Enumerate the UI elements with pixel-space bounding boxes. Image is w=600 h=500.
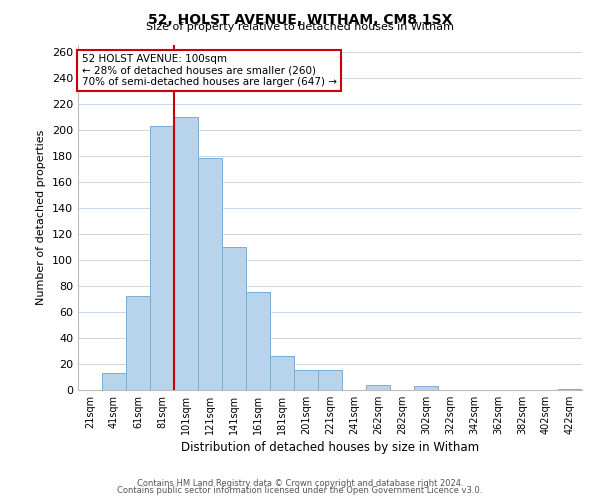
- Bar: [270, 356, 294, 390]
- Bar: [366, 385, 390, 390]
- Text: 52 HOLST AVENUE: 100sqm
← 28% of detached houses are smaller (260)
70% of semi-d: 52 HOLST AVENUE: 100sqm ← 28% of detache…: [82, 54, 337, 88]
- Y-axis label: Number of detached properties: Number of detached properties: [37, 130, 46, 305]
- Bar: [294, 370, 318, 390]
- Bar: [126, 296, 150, 390]
- Text: Size of property relative to detached houses in Witham: Size of property relative to detached ho…: [146, 22, 454, 32]
- Bar: [222, 247, 246, 390]
- Bar: [198, 158, 222, 390]
- Bar: [102, 373, 126, 390]
- X-axis label: Distribution of detached houses by size in Witham: Distribution of detached houses by size …: [181, 441, 479, 454]
- Text: Contains public sector information licensed under the Open Government Licence v3: Contains public sector information licen…: [118, 486, 482, 495]
- Bar: [150, 126, 174, 390]
- Text: Contains HM Land Registry data © Crown copyright and database right 2024.: Contains HM Land Registry data © Crown c…: [137, 478, 463, 488]
- Bar: [246, 292, 270, 390]
- Bar: [174, 116, 198, 390]
- Bar: [414, 386, 438, 390]
- Text: 52, HOLST AVENUE, WITHAM, CM8 1SX: 52, HOLST AVENUE, WITHAM, CM8 1SX: [148, 12, 452, 26]
- Bar: [558, 388, 582, 390]
- Bar: [318, 370, 342, 390]
